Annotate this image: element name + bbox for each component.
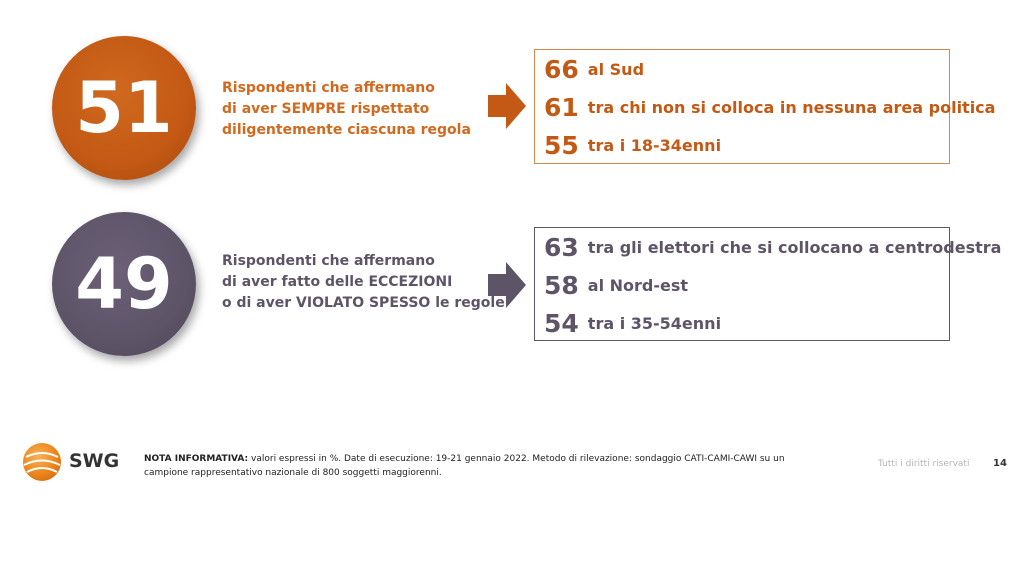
breakdown-value: 61 xyxy=(544,92,579,122)
breakdown-value: 66 xyxy=(544,54,579,84)
breakdown-label: tra i 35-54enni xyxy=(587,313,722,333)
swg-logo-icon xyxy=(23,443,61,481)
breakdown-label: tra i 18-34enni xyxy=(587,135,722,155)
description-line: di aver fatto delle ECCEZIONI xyxy=(222,274,453,290)
description-line: diligentemente ciascuna regola xyxy=(222,122,471,138)
breakdown-box-respected: 66 al Sud 61 tra chi non si colloca in n… xyxy=(534,49,995,164)
breakdown-value: 54 xyxy=(544,308,579,338)
breakdown-box-exceptions: 63 tra gli elettori che si collocano a c… xyxy=(534,227,1001,342)
note-label: NOTA INFORMATIVA: xyxy=(144,454,249,464)
breakdown-row: 54 tra i 35-54enni xyxy=(544,304,949,342)
arrow-right-icon xyxy=(488,262,526,308)
page-number: 14 xyxy=(993,458,1007,469)
breakdown-label: tra gli elettori che si collocano a cent… xyxy=(587,237,1002,257)
note-text: valori espressi in %. Date di esecuzione… xyxy=(144,454,785,478)
description-always-respected: Rispondenti che affermano di aver SEMPRE… xyxy=(222,78,471,141)
swg-logo-text: SWG xyxy=(69,450,120,472)
description-exceptions: Rispondenti che affermano di aver fatto … xyxy=(222,251,505,314)
description-line: di aver SEMPRE rispettato xyxy=(222,101,430,117)
value-circle-51: 51 xyxy=(52,36,196,180)
breakdown-label: tra chi non si colloca in nessuna area p… xyxy=(587,97,996,117)
breakdown-value: 63 xyxy=(544,232,579,262)
breakdown-row: 66 al Sud xyxy=(544,50,949,88)
arrow-right-icon xyxy=(488,83,526,129)
breakdown-value: 55 xyxy=(544,130,579,160)
breakdown-label: al Sud xyxy=(587,59,645,79)
breakdown-row: 63 tra gli elettori che si collocano a c… xyxy=(544,228,1001,266)
value-circle-49: 49 xyxy=(52,212,196,356)
breakdown-row: 58 al Nord-est xyxy=(544,266,949,304)
breakdown-label: al Nord-est xyxy=(587,275,689,295)
breakdown-row: 55 tra i 18-34enni xyxy=(544,126,949,164)
breakdown-value: 58 xyxy=(544,270,579,300)
description-line: Rispondenti che affermano xyxy=(222,253,435,269)
informative-note: NOTA INFORMATIVA: valori espressi in %. … xyxy=(144,452,804,480)
breakdown-row: 61 tra chi non si colloca in nessuna are… xyxy=(544,88,995,126)
copyright-text: Tutti i diritti riservati xyxy=(878,459,970,469)
description-line: o di aver VIOLATO SPESSO le regole xyxy=(222,295,505,311)
description-line: Rispondenti che affermano xyxy=(222,80,435,96)
